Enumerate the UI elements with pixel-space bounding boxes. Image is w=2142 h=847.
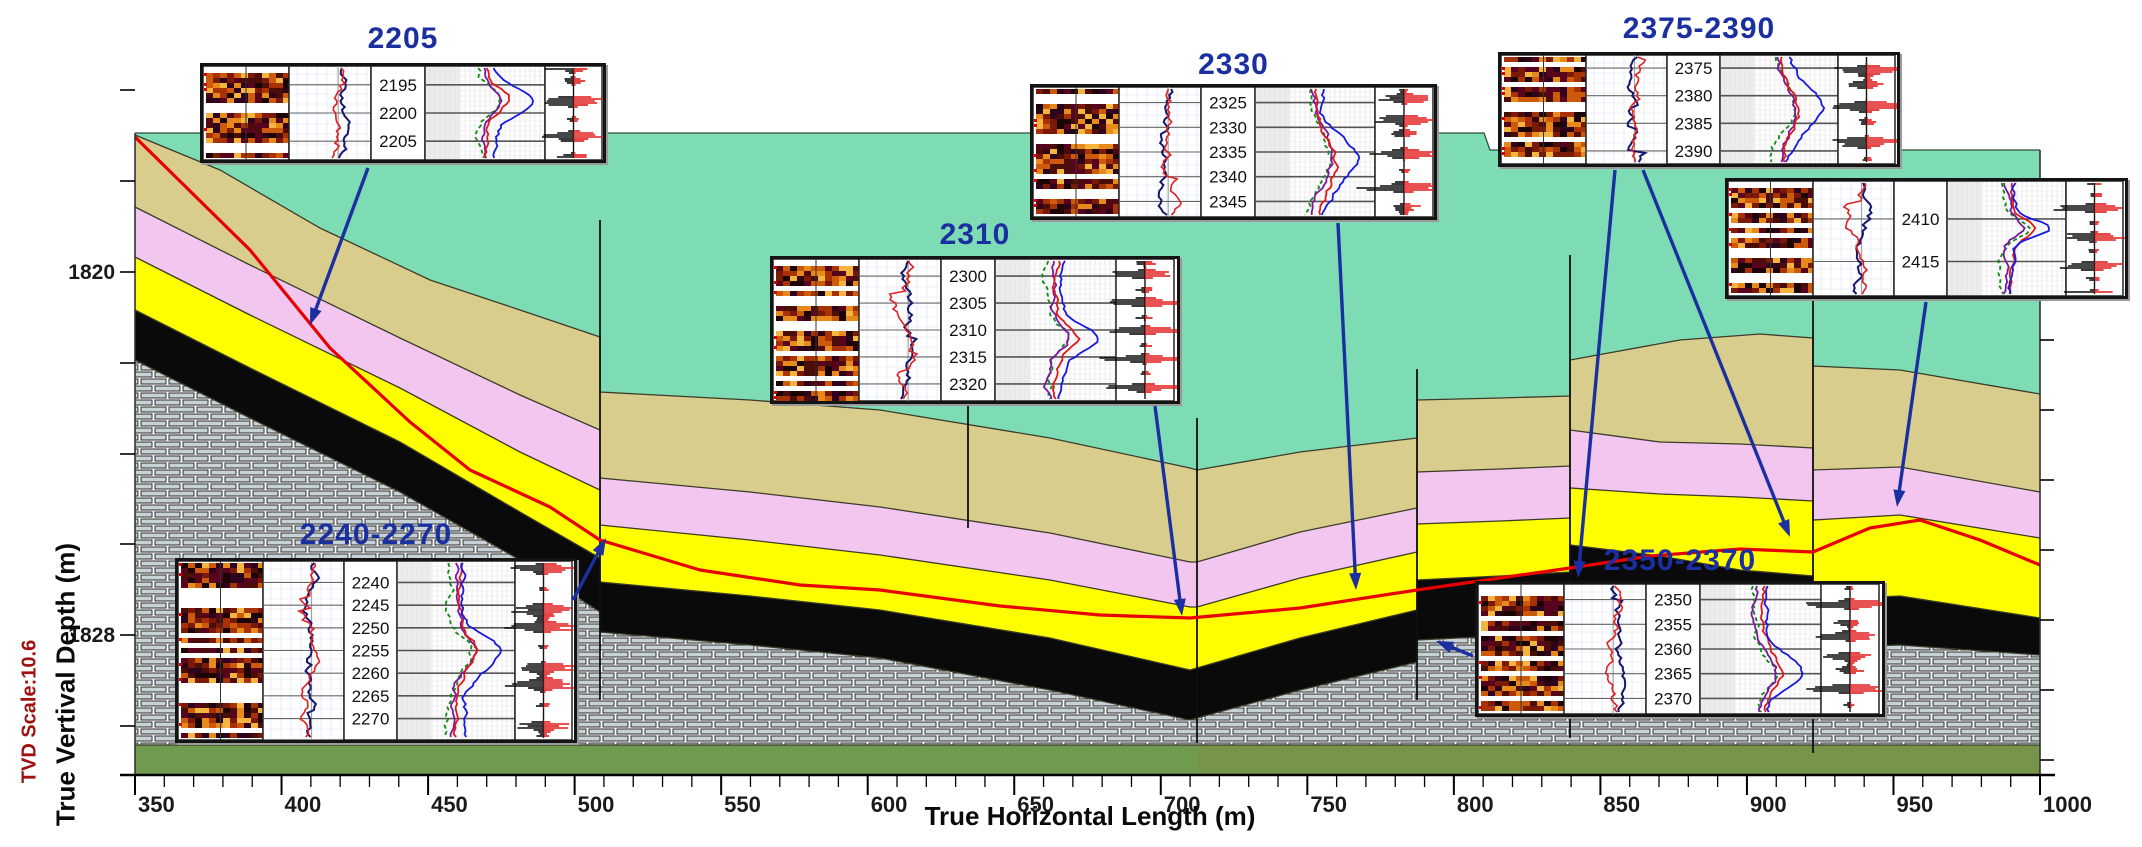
inset-depth-label: 2195 xyxy=(379,76,417,95)
y-tick-label: 1820 xyxy=(68,261,115,284)
inset-depth-label: 2205 xyxy=(379,132,417,151)
inset-depth-label: 2360 xyxy=(1654,640,1692,659)
inset-depth-label: 2385 xyxy=(1675,114,1713,133)
inset-depth-label: 2330 xyxy=(1209,118,1247,137)
panel-2205-title: 2205 xyxy=(367,22,439,55)
inset-depth-label: 2415 xyxy=(1902,253,1940,272)
panel-2330-title: 2330 xyxy=(1198,48,1269,81)
panel-2310-title: 2310 xyxy=(939,218,1011,251)
x-axis-label: True Horizontal Length (m) xyxy=(924,801,1256,831)
inset-depth-label: 2380 xyxy=(1675,87,1713,106)
inset-depth-label: 2200 xyxy=(379,104,417,123)
x-tick-label: 1000 xyxy=(2043,792,2092,817)
inset-depth-label: 2300 xyxy=(949,267,987,286)
inset-depth-label: 2345 xyxy=(1209,192,1247,211)
inset-depth-label: 2245 xyxy=(352,596,390,615)
inset-depth-label: 2305 xyxy=(949,294,987,313)
layer-pink-shale xyxy=(135,207,2040,607)
panel-2205: 2195 2200 2205 xyxy=(200,63,606,163)
inset-depth-label: 2370 xyxy=(1654,689,1692,708)
inset-depth-label: 2365 xyxy=(1654,665,1692,684)
inset-depth-label: 2375 xyxy=(1675,59,1713,78)
x-tick-label: 600 xyxy=(871,792,908,817)
inset-depth-label: 2390 xyxy=(1675,142,1713,161)
inset-depth-label: 2255 xyxy=(352,642,390,661)
inset-depth-label: 2335 xyxy=(1209,143,1247,162)
y-axis-label: True Vertival Depth (m) xyxy=(50,542,81,827)
x-tick-label: 950 xyxy=(1896,792,1933,817)
panel-2375-2390: 2375 2380 2385 2390 xyxy=(1498,52,1900,167)
x-tick-label: 750 xyxy=(1310,792,1347,817)
inset-depth-label: 2340 xyxy=(1209,168,1247,187)
panel-2240-2270-title: 2240-2270 xyxy=(299,518,453,551)
panel-2350-2370: 2350 2355 2360 2365 2370 xyxy=(1475,581,1885,717)
panel-2350-2370-title: 2350-2370 xyxy=(1603,544,1757,577)
x-tick-label: 900 xyxy=(1750,792,1787,817)
y-tick-label: 1828 xyxy=(68,624,115,647)
inset-depth-label: 2310 xyxy=(949,321,987,340)
inset-depth-label: 2270 xyxy=(352,710,390,729)
inset-depth-label: 2355 xyxy=(1654,615,1692,634)
panel-2240-2270: 2240 2245 2250 2255 2260 2265 2270 xyxy=(175,558,577,743)
inset-depth-label: 2250 xyxy=(352,619,390,638)
inset-depth-label: 2265 xyxy=(352,687,390,706)
x-tick-label: 450 xyxy=(431,792,468,817)
x-tick-label: 850 xyxy=(1603,792,1640,817)
x-tick-label: 500 xyxy=(578,792,615,817)
panel-2310: 2300 2305 2310 2315 2320 xyxy=(770,256,1180,404)
x-tick-label: 800 xyxy=(1457,792,1494,817)
x-tick-label: 700 xyxy=(1164,792,1201,817)
tvd-scale-note: TVD Scale:10.6 xyxy=(18,639,41,784)
inset-depth-label: 2240 xyxy=(352,573,390,592)
x-tick-label: 400 xyxy=(285,792,322,817)
x-tick-label: 650 xyxy=(1017,792,1054,817)
inset-depth-label: 2315 xyxy=(949,348,987,367)
inset-depth-label: 2260 xyxy=(352,664,390,683)
inset-depth-label: 2325 xyxy=(1209,94,1247,113)
panel-2410: 2410 2415 xyxy=(1725,178,2128,299)
panel-2330: 2325 2330 2335 2340 2345 xyxy=(1030,84,1437,220)
x-tick-label: 350 xyxy=(138,792,175,817)
well-trajectory xyxy=(133,135,2041,620)
x-tick-label: 550 xyxy=(724,792,761,817)
panel-2375-2390-title: 2375-2390 xyxy=(1622,12,1776,45)
inset-depth-label: 2350 xyxy=(1654,591,1692,610)
inset-depth-label: 2320 xyxy=(949,375,987,394)
inset-depth-label: 2410 xyxy=(1902,210,1940,229)
layer-yellow-reservoir xyxy=(135,257,2040,670)
layer-tan-marl xyxy=(135,135,2040,562)
